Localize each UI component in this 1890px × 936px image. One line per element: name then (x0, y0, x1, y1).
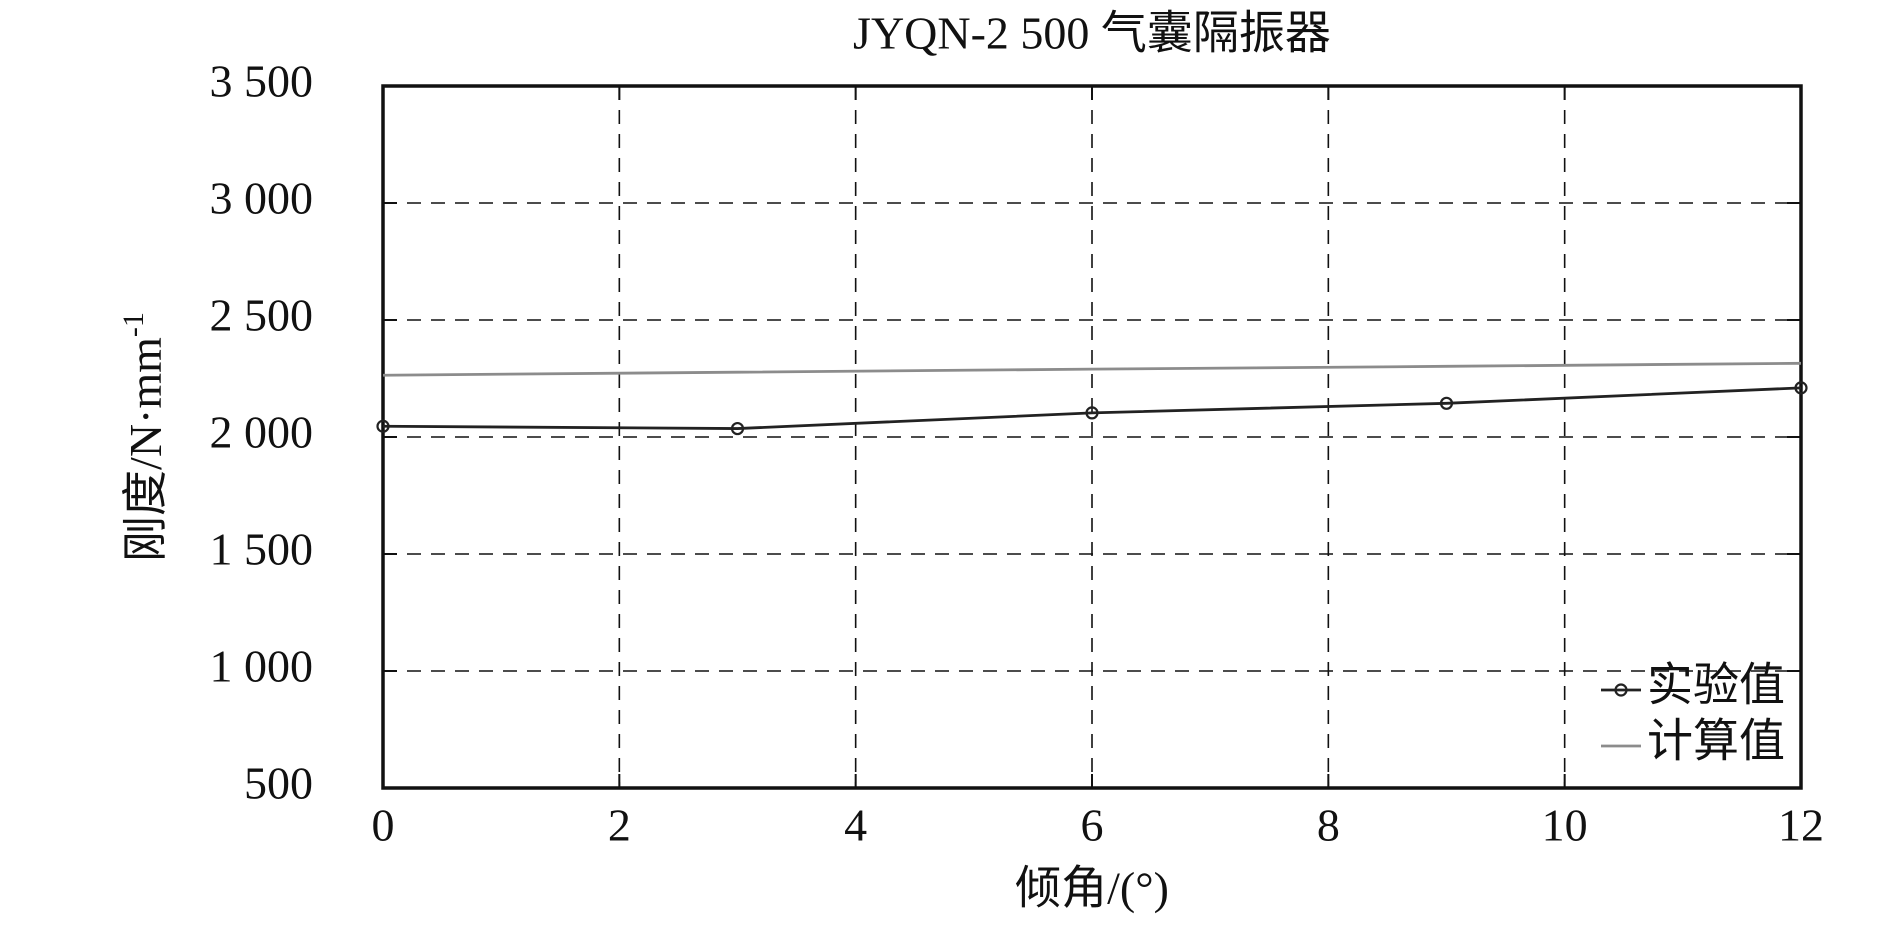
plot-frame (381, 84, 1803, 790)
legend-label: 实验值 (1647, 660, 1785, 711)
chart-title: JYQN-2 500 气囊隔振器 (853, 8, 1331, 59)
y-tick-label: 500 (244, 758, 313, 809)
series-line (382, 361, 1802, 377)
x-tick-label: 12 (1778, 800, 1824, 851)
data-point (1085, 406, 1099, 420)
y-tick-label: 3 500 (210, 56, 314, 107)
data-point (376, 419, 390, 433)
y-axis-label-sup: -1 (117, 312, 150, 337)
legend-label: 计算值 (1647, 716, 1785, 767)
x-axis-label: 倾角/(°) (1015, 863, 1169, 914)
data-point (730, 421, 745, 436)
y-tick-label: 1 000 (210, 641, 314, 692)
y-tick-label: 2 000 (210, 407, 314, 458)
y-axis-label-text: 刚度/N·mm (120, 337, 171, 562)
x-tick-label: 6 (1081, 800, 1104, 851)
y-tick-label: 1 500 (210, 524, 314, 575)
x-tick-label: 10 (1542, 800, 1588, 851)
legend-marker (1614, 683, 1628, 697)
data-point (1794, 381, 1808, 395)
y-tick-label: 2 500 (210, 290, 314, 341)
y-tick-label: 3 000 (210, 173, 314, 224)
data-point (1439, 396, 1454, 410)
x-tick-label: 2 (608, 800, 631, 851)
x-tick-label: 0 (372, 800, 395, 851)
series-line (382, 386, 1802, 430)
x-tick-label: 8 (1317, 800, 1340, 851)
x-tick-label: 4 (844, 800, 867, 851)
y-axis-label: 刚度/N·mm-1 (117, 312, 171, 562)
